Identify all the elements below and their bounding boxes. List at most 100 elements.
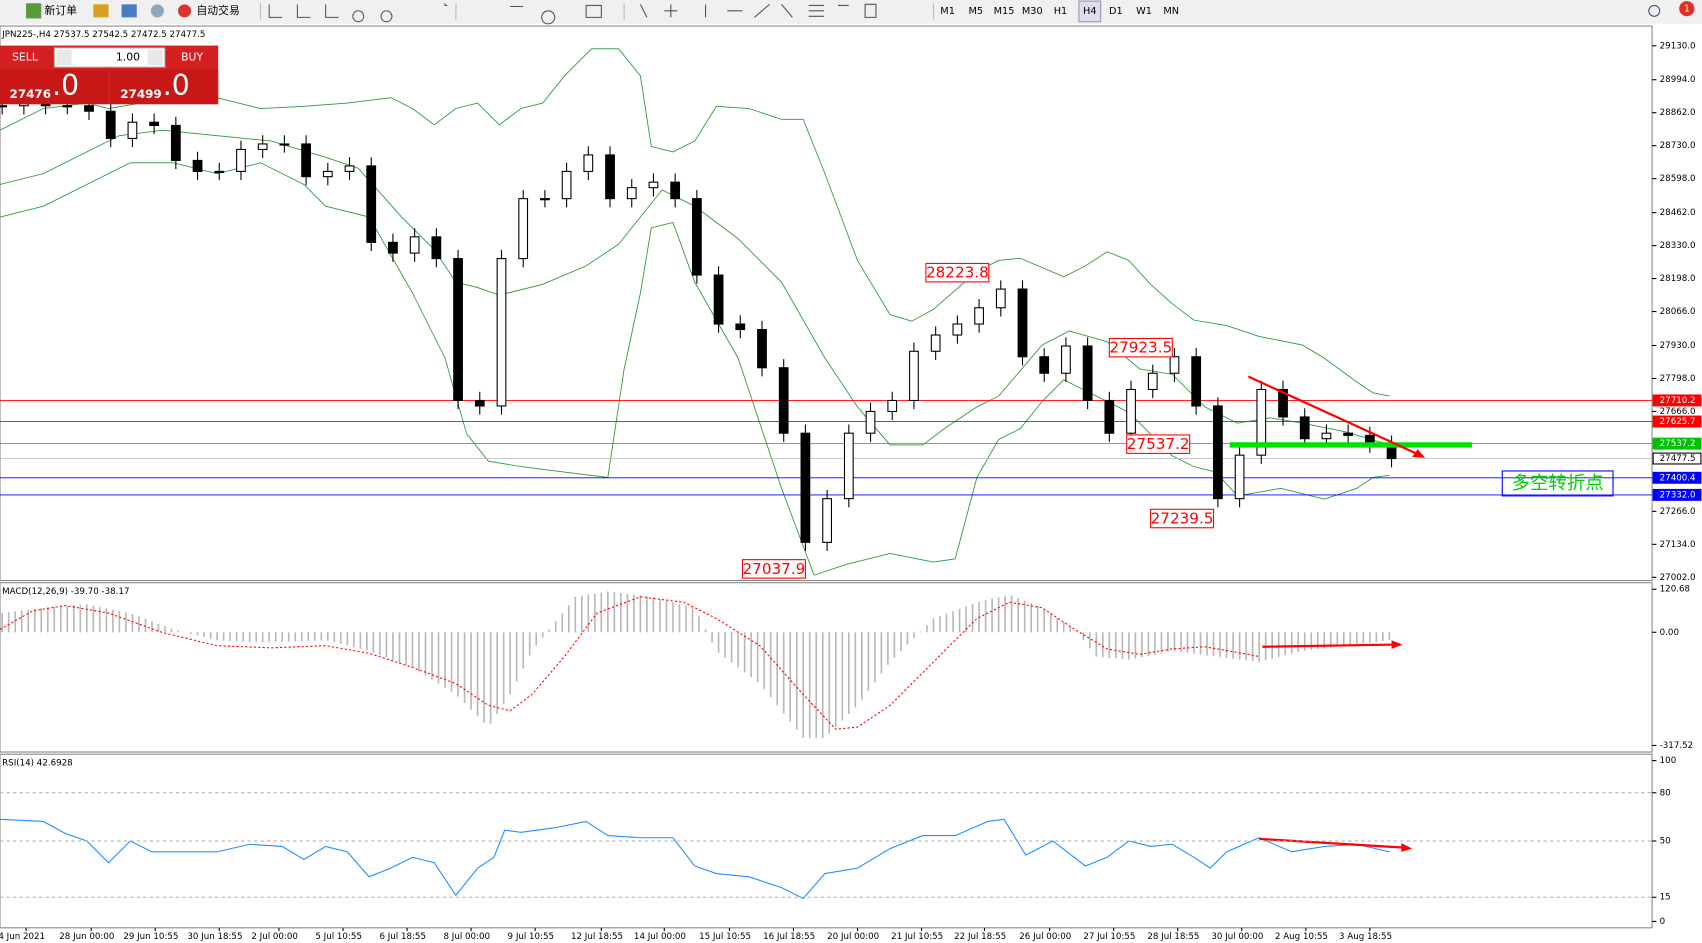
- timeframe[interactable]: H1: [1054, 6, 1068, 17]
- timeframe[interactable]: M5: [969, 6, 984, 17]
- annotation-box: [1126, 434, 1191, 454]
- candle: [1017, 288, 1028, 358]
- annotation: 27037.9: [743, 560, 806, 578]
- timeframe[interactable]: M15: [994, 6, 1015, 17]
- candle: [279, 143, 290, 146]
- candle: [149, 121, 160, 126]
- y-tick-label: 28598.0: [1660, 174, 1696, 184]
- timeframe[interactable]: MN: [1163, 6, 1179, 17]
- notification-badge[interactable]: [1679, 1, 1695, 17]
- candle: [105, 110, 116, 139]
- candle: [1147, 372, 1158, 391]
- separator: [259, 3, 935, 20]
- search[interactable]: [1648, 4, 1661, 17]
- candle: [496, 258, 507, 407]
- tool-icons[interactable]: [268, 3, 877, 25]
- y-tick-label: 50: [1660, 836, 1671, 846]
- lot-up[interactable]: [147, 49, 163, 66]
- timeframe[interactable]: H4: [1083, 6, 1097, 17]
- candle: [1278, 388, 1288, 418]
- auto-trade-icon[interactable]: [178, 4, 192, 18]
- icon[interactable]: [150, 4, 164, 18]
- y-tick-label: 28730.0: [1660, 141, 1696, 151]
- toolbar: [0, 0, 1702, 24]
- y-tick-label: 0: [1660, 917, 1666, 927]
- candle: [1169, 356, 1180, 374]
- lot-down[interactable]: [56, 49, 72, 66]
- y-tick-label: 0.00: [1660, 628, 1679, 638]
- candle: [431, 236, 442, 260]
- candle: [236, 148, 246, 172]
- x-tick-label: 30 Jul 00:00: [1211, 932, 1263, 942]
- x-tick-label: 22 Jul 18:55: [954, 932, 1006, 942]
- candle: [1104, 399, 1115, 434]
- candles: [0, 95, 1397, 552]
- active-timeframe: [1078, 0, 1102, 23]
- price-label-bg: [1652, 452, 1702, 465]
- y-tick-label: 27266.0: [1660, 507, 1696, 517]
- timeframe[interactable]: M1: [940, 6, 955, 17]
- price-label-bg: [1652, 488, 1702, 501]
- candle: [1234, 454, 1245, 500]
- auto-trade[interactable]: 自动交易: [196, 3, 239, 17]
- timeframe[interactable]: D1: [1109, 6, 1123, 17]
- new-order-icon[interactable]: [26, 3, 42, 19]
- x-tick-label: 9 Jul 10:55: [508, 932, 554, 942]
- icon[interactable]: [93, 4, 109, 18]
- candle: [1256, 388, 1267, 456]
- candle: [691, 198, 702, 276]
- y-tick-label: 120.68: [1660, 585, 1690, 595]
- sell-price[interactable]: [0, 69, 109, 105]
- candle: [518, 198, 529, 260]
- x-tick-label: 16 Jul 18:55: [763, 932, 815, 942]
- price-label-bg: [1652, 437, 1702, 450]
- sell-button[interactable]: SELL: [12, 51, 38, 64]
- y-tick-label: 27134.0: [1660, 540, 1696, 550]
- new-order[interactable]: 新订单: [45, 3, 78, 17]
- candle: [843, 432, 854, 500]
- rsi-line: [0, 818, 1390, 900]
- candle: [1126, 388, 1136, 434]
- timeframe[interactable]: M30: [1022, 6, 1043, 17]
- candle: [62, 105, 73, 108]
- lot-value[interactable]: 1.00: [116, 51, 140, 64]
- price-label: 27332.0: [1660, 490, 1696, 500]
- candle: [952, 323, 963, 336]
- y-tick-label: 80: [1660, 788, 1671, 798]
- annotation: 27239.5: [1151, 510, 1214, 528]
- note: 多空转折点: [1512, 473, 1604, 494]
- candle: [561, 170, 572, 200]
- candle: [865, 410, 876, 434]
- trend-line: [1247, 375, 1417, 455]
- x-tick-label: 6 Jul 18:55: [379, 932, 425, 942]
- macd-signal: [0, 596, 1260, 730]
- bollinger-bands: [0, 48, 1390, 576]
- annotation: 27923.5: [1109, 339, 1172, 357]
- y-tick-label: 29130.0: [1660, 41, 1696, 51]
- arrow-head: [1391, 640, 1403, 649]
- buy-button[interactable]: BUY: [181, 51, 203, 64]
- candle: [170, 124, 181, 161]
- candle: [1321, 432, 1332, 440]
- x-tick-label: 2 Aug 10:55: [1275, 932, 1328, 942]
- y-tick-label: 15: [1660, 893, 1671, 903]
- candle: [1061, 345, 1071, 374]
- icon[interactable]: [121, 4, 137, 18]
- x-tick-label: 28 Jun 00:00: [59, 932, 114, 942]
- timeframe[interactable]: W1: [1136, 6, 1152, 17]
- ask-main: 27499: [120, 87, 161, 101]
- buy-price[interactable]: [110, 69, 219, 105]
- candle: [84, 105, 94, 112]
- x-tick-label: 4 Jun 2021: [0, 932, 45, 942]
- candle: [887, 399, 898, 412]
- candle: [800, 432, 811, 543]
- axes: 29130.0 28994.0 28862.0 28730.0 28598.0 28462…: [0, 41, 1702, 942]
- candle: [453, 258, 463, 402]
- y-tick-label: 27798.0: [1660, 374, 1696, 384]
- candle: [995, 288, 1006, 309]
- lot-field[interactable]: [53, 47, 166, 68]
- candle: [1299, 416, 1310, 440]
- y-tick-label: 27666.0: [1660, 407, 1696, 417]
- x-tick-label: 20 Jul 00:00: [827, 932, 879, 942]
- candle: [322, 170, 333, 178]
